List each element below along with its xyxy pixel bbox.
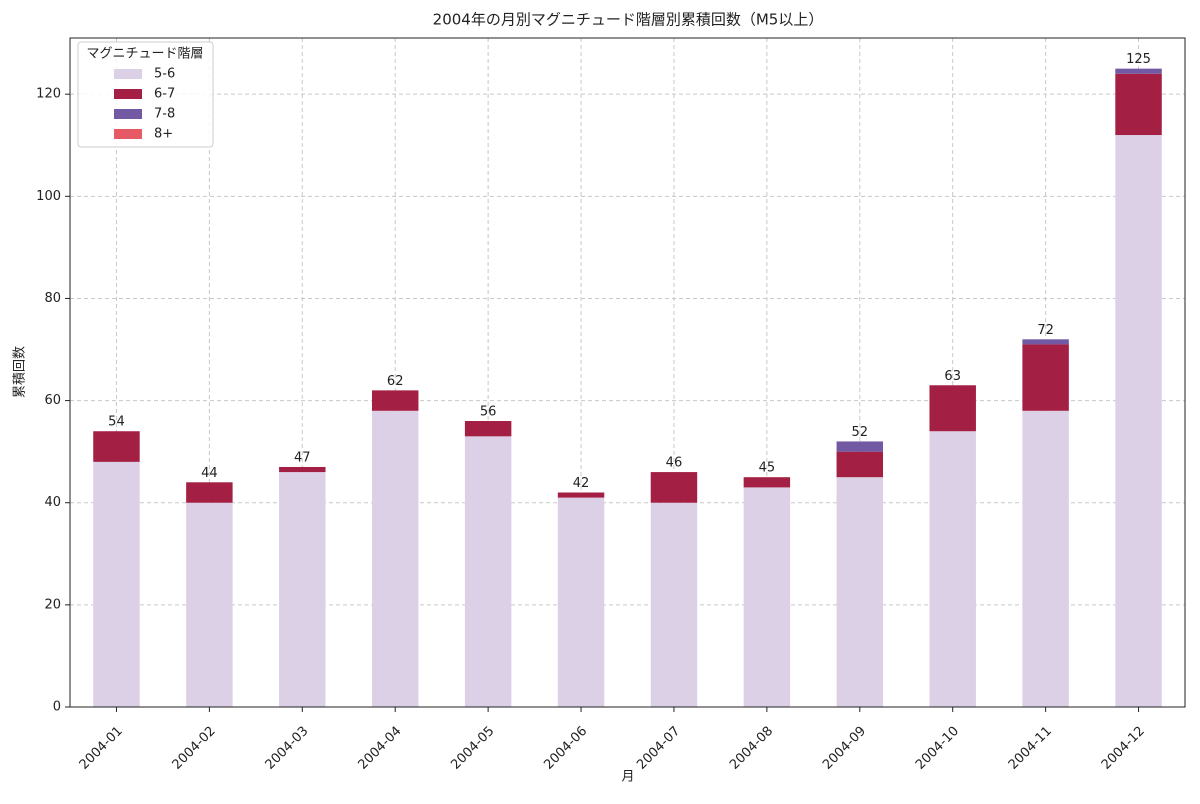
- chart-title: 2004年の月別マグニチュード階層別累積回数（M5以上）: [433, 11, 824, 29]
- bar-segment: [1022, 344, 1069, 411]
- bar-segment: [929, 431, 976, 707]
- y-axis-label: 累積回数: [13, 346, 28, 398]
- bar-segment: [464, 436, 512, 707]
- bar-segment: [93, 461, 140, 707]
- y-tick-label: 0: [53, 700, 61, 715]
- bar-segment: [1022, 339, 1069, 345]
- total-label: 56: [480, 405, 497, 420]
- total-label: 46: [666, 456, 683, 471]
- bar-segment: [1115, 135, 1162, 708]
- bar-segment: [371, 390, 419, 411]
- total-label: 52: [852, 425, 869, 440]
- y-tick-label: 80: [44, 291, 61, 306]
- bar-segment: [1115, 68, 1162, 74]
- bar-segment: [929, 385, 976, 432]
- bar-segment: [1022, 410, 1069, 707]
- bar-segment: [743, 477, 791, 488]
- legend-swatch: [114, 89, 142, 99]
- y-tick-label: 100: [36, 189, 61, 204]
- total-label: 45: [759, 461, 776, 476]
- total-label: 42: [573, 476, 590, 491]
- y-tick-label: 40: [44, 495, 61, 510]
- legend-label: 8+: [154, 127, 173, 142]
- legend-swatch: [114, 129, 142, 139]
- legend-label: 6-7: [154, 87, 175, 102]
- bar-segment: [186, 502, 233, 707]
- bar-segment: [650, 502, 698, 707]
- y-tick-label: 20: [44, 597, 61, 612]
- plot-frame: [69, 37, 1186, 708]
- bar-segment: [464, 421, 512, 437]
- legend-swatch: [114, 69, 142, 79]
- bar-segment: [836, 451, 884, 478]
- total-label: 63: [944, 369, 961, 384]
- legend-box: [77, 41, 214, 148]
- total-label: 62: [387, 374, 404, 389]
- bar-segment: [557, 492, 605, 498]
- bar-segment: [836, 441, 884, 452]
- legend-label: 5-6: [154, 67, 175, 82]
- total-label: 44: [201, 466, 218, 481]
- total-label: 47: [294, 450, 311, 465]
- bar-segment: [371, 410, 419, 707]
- bar-segment: [557, 497, 605, 707]
- total-label: 72: [1037, 323, 1054, 338]
- total-label: 54: [108, 415, 125, 430]
- bar-segment: [650, 472, 698, 503]
- bar-segment: [836, 477, 884, 707]
- legend-title: マグニチュード階層: [86, 47, 203, 62]
- total-label: 125: [1126, 52, 1151, 67]
- legend-swatch: [114, 109, 142, 119]
- bar-segment: [743, 487, 791, 707]
- bar-segment: [279, 472, 326, 707]
- bar-segment: [93, 431, 140, 462]
- bar-segment: [279, 466, 326, 473]
- y-tick-label: 60: [44, 393, 61, 408]
- bar-segment: [1115, 73, 1162, 136]
- x-axis-label: 月: [621, 770, 634, 785]
- legend-label: 7-8: [154, 107, 175, 122]
- y-tick-label: 120: [36, 87, 61, 102]
- bar-segment: [186, 482, 233, 503]
